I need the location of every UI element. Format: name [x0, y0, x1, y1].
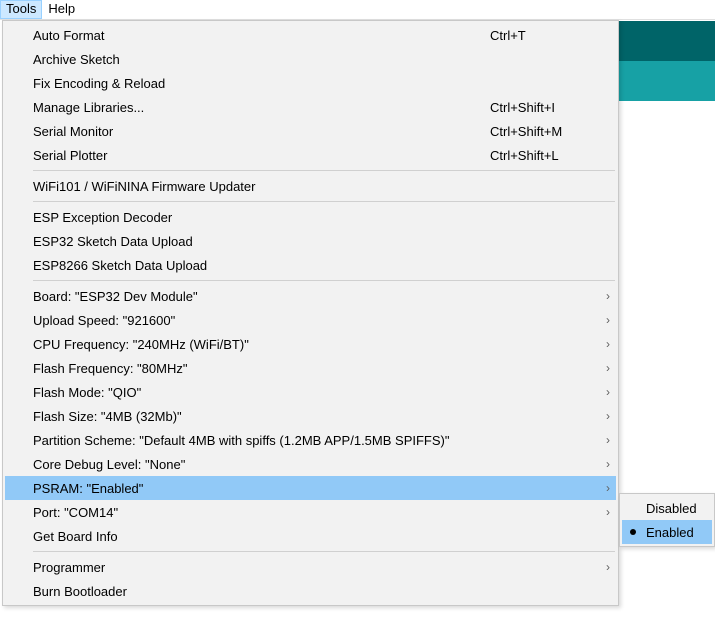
submenu-arrow-icon: ›: [600, 505, 616, 519]
menu-item[interactable]: WiFi101 / WiFiNINA Firmware Updater: [5, 174, 616, 198]
submenu-arrow-icon: ›: [600, 433, 616, 447]
menubar-help[interactable]: Help: [42, 0, 81, 19]
menu-item-label: ESP Exception Decoder: [33, 210, 490, 225]
submenu-arrow-icon: ›: [600, 313, 616, 327]
menu-item[interactable]: Flash Frequency: "80MHz" ›: [5, 356, 616, 380]
menu-item[interactable]: Programmer ›: [5, 555, 616, 579]
menu-item[interactable]: Fix Encoding & Reload: [5, 71, 616, 95]
menu-item-label: Flash Frequency: "80MHz": [33, 361, 490, 376]
menu-item-label: CPU Frequency: "240MHz (WiFi/BT)": [33, 337, 490, 352]
menu-item-label: Flash Size: "4MB (32Mb)": [33, 409, 490, 424]
menu-item[interactable]: Serial MonitorCtrl+Shift+M: [5, 119, 616, 143]
menubar: Tools Help: [0, 0, 715, 20]
submenu-item[interactable]: Enabled: [622, 520, 712, 544]
menu-item[interactable]: Flash Size: "4MB (32Mb)" ›: [5, 404, 616, 428]
toolbar-stripe-teal: [619, 61, 715, 101]
menu-item[interactable]: Upload Speed: "921600" ›: [5, 308, 616, 332]
menu-item[interactable]: Burn Bootloader: [5, 579, 616, 603]
menu-item[interactable]: Board: "ESP32 Dev Module" ›: [5, 284, 616, 308]
menu-item[interactable]: Port: "COM14" ›: [5, 500, 616, 524]
menu-item-shortcut: Ctrl+Shift+I: [490, 100, 600, 115]
menu-item-label: Manage Libraries...: [33, 100, 490, 115]
menu-item[interactable]: CPU Frequency: "240MHz (WiFi/BT)" ›: [5, 332, 616, 356]
submenu-arrow-icon: ›: [600, 481, 616, 495]
menu-item-label: Board: "ESP32 Dev Module": [33, 289, 490, 304]
menu-item-label: ESP8266 Sketch Data Upload: [33, 258, 490, 273]
menu-item[interactable]: Flash Mode: "QIO" ›: [5, 380, 616, 404]
submenu-item-label: Enabled: [646, 525, 694, 540]
submenu-arrow-icon: ›: [600, 361, 616, 375]
menu-item-shortcut: Ctrl+T: [490, 28, 600, 43]
menu-item-label: Upload Speed: "921600": [33, 313, 490, 328]
menu-item[interactable]: Manage Libraries...Ctrl+Shift+I: [5, 95, 616, 119]
submenu-arrow-icon: ›: [600, 289, 616, 303]
menu-item-label: Archive Sketch: [33, 52, 490, 67]
menu-item-label: Port: "COM14": [33, 505, 490, 520]
menu-item[interactable]: ESP8266 Sketch Data Upload: [5, 253, 616, 277]
submenu-arrow-icon: ›: [600, 409, 616, 423]
submenu-arrow-icon: ›: [600, 337, 616, 351]
menu-item[interactable]: Auto FormatCtrl+T: [5, 23, 616, 47]
menu-item-label: Flash Mode: "QIO": [33, 385, 490, 400]
menu-item-label: ESP32 Sketch Data Upload: [33, 234, 490, 249]
menu-item-label: PSRAM: "Enabled": [33, 481, 490, 496]
menu-separator: [33, 280, 615, 281]
menu-item-shortcut: Ctrl+Shift+L: [490, 148, 600, 163]
menu-item[interactable]: Serial PlotterCtrl+Shift+L: [5, 143, 616, 167]
menu-item[interactable]: ESP32 Sketch Data Upload: [5, 229, 616, 253]
menu-item[interactable]: Partition Scheme: "Default 4MB with spif…: [5, 428, 616, 452]
tools-menu-dropdown: Auto FormatCtrl+TArchive SketchFix Encod…: [2, 20, 619, 606]
menu-separator: [33, 551, 615, 552]
menu-item-label: Partition Scheme: "Default 4MB with spif…: [33, 433, 490, 448]
submenu-arrow-icon: ›: [600, 457, 616, 471]
toolbar-stripe-dark: [619, 21, 715, 61]
menu-separator: [33, 170, 615, 171]
submenu-arrow-icon: ›: [600, 560, 616, 574]
menu-item[interactable]: Get Board Info: [5, 524, 616, 548]
menu-item-label: Fix Encoding & Reload: [33, 76, 490, 91]
menu-item-label: Core Debug Level: "None": [33, 457, 490, 472]
submenu-item[interactable]: Disabled: [622, 496, 712, 520]
menu-item-label: Serial Plotter: [33, 148, 490, 163]
menu-item[interactable]: ESP Exception Decoder: [5, 205, 616, 229]
submenu-item-label: Disabled: [646, 501, 697, 516]
menu-item[interactable]: Archive Sketch: [5, 47, 616, 71]
menu-item-label: Serial Monitor: [33, 124, 490, 139]
menu-item[interactable]: Core Debug Level: "None" ›: [5, 452, 616, 476]
menubar-tools[interactable]: Tools: [0, 0, 42, 19]
menu-item-label: Burn Bootloader: [33, 584, 490, 599]
psram-submenu: Disabled Enabled: [619, 493, 715, 547]
menu-item-label: Auto Format: [33, 28, 490, 43]
menu-item-shortcut: Ctrl+Shift+M: [490, 124, 600, 139]
menu-item-label: Programmer: [33, 560, 490, 575]
submenu-arrow-icon: ›: [600, 385, 616, 399]
selected-indicator-icon: [630, 529, 636, 535]
menu-separator: [33, 201, 615, 202]
menu-item-label: Get Board Info: [33, 529, 490, 544]
menu-item[interactable]: PSRAM: "Enabled" ›: [5, 476, 616, 500]
menu-item-label: WiFi101 / WiFiNINA Firmware Updater: [33, 179, 490, 194]
